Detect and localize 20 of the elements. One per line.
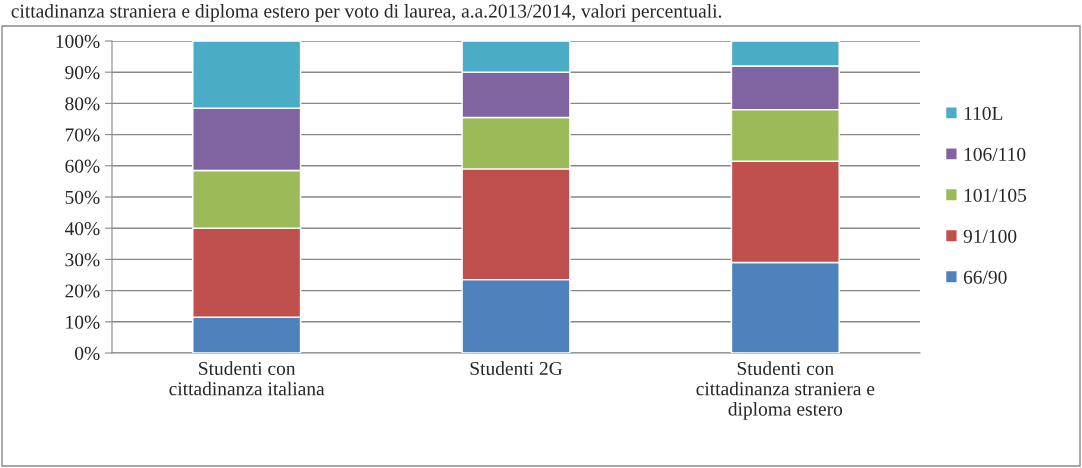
x-tick-label: Studenti 2G: [470, 361, 563, 376]
legend-label: 66/90: [963, 270, 1007, 284]
legend-label: 101/105: [964, 188, 1027, 202]
y-tick-label: 20%: [65, 284, 100, 298]
y-tick-label: 80%: [65, 97, 100, 111]
y-tick-label: 30%: [65, 253, 100, 267]
y-tick-label: 70%: [65, 128, 100, 142]
y-tick-label: 100%: [56, 34, 100, 48]
y-tick-label: 0%: [75, 346, 100, 360]
y-tick-label: 90%: [65, 66, 100, 80]
y-tick-label: 60%: [65, 159, 100, 173]
chart-title: cittadinanza straniera e diploma estero per voto di laurea, a.a.2013/2014, valori percentuali.: [11, 4, 722, 22]
legend-label: 110L: [964, 106, 1003, 120]
x-tick-label: Studenti con cittadinanza straniera e diploma estero: [696, 361, 875, 420]
x-tick-label: Studenti con cittadinanza italiana: [169, 361, 325, 396]
y-tick-label: 40%: [64, 222, 100, 236]
legend-label: 91/100: [963, 229, 1017, 243]
y-tick-label: 50%: [65, 190, 100, 204]
legend-label: 106/110: [964, 147, 1026, 161]
y-tick-label: 10%: [66, 315, 100, 329]
